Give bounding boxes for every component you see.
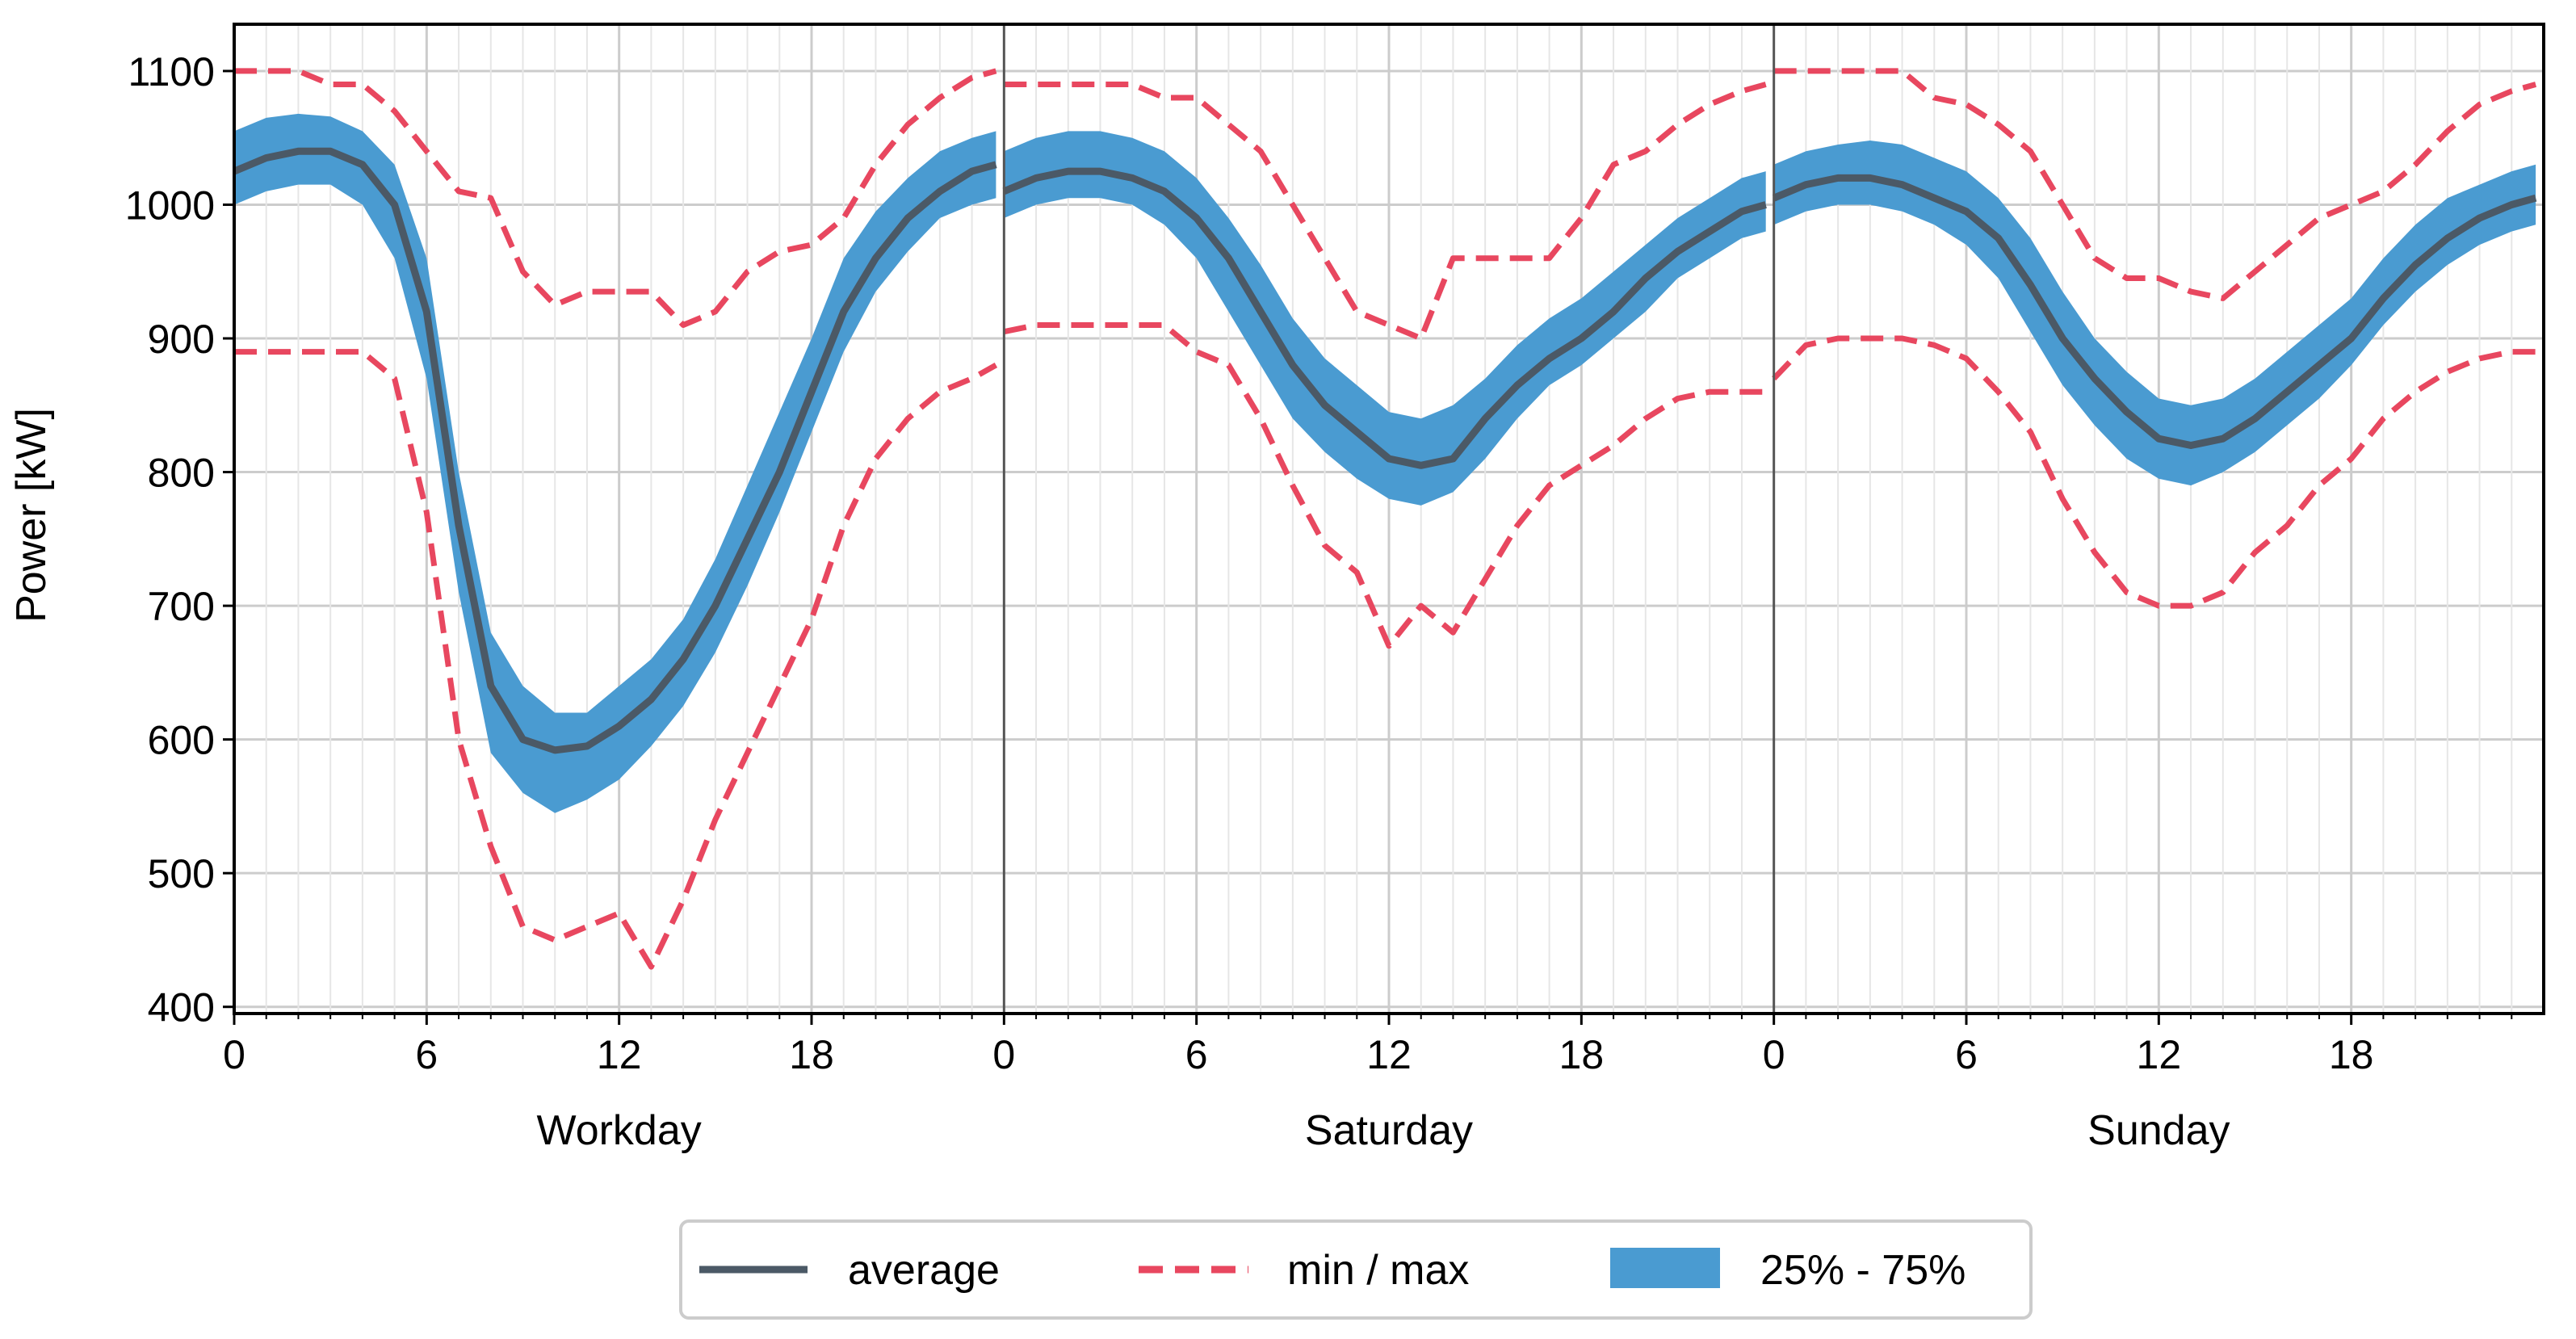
sunday-x-tick-label-12: 12 [2137, 1032, 2182, 1077]
workday-panel-label: Workday [537, 1107, 702, 1154]
sunday-x-tick-label-18: 18 [2329, 1032, 2374, 1077]
saturday-max-line [1004, 82, 1767, 342]
sunday-max-line [1773, 68, 2537, 301]
label-layer: 400 500 600 700 800 900 1000 1100 0 6 12 18 Workday 0… [125, 49, 2374, 1154]
legend-band-label: 25% - 75% [1760, 1247, 1966, 1294]
sunday-panel-label: Sunday [2087, 1107, 2230, 1154]
legend-frame [679, 1219, 2033, 1320]
workday-iqr-band [234, 113, 996, 813]
saturday-x-tick-label-18: 18 [1559, 1032, 1605, 1077]
sunday-min-line [1772, 335, 2536, 609]
y-tick-label-800: 800 [148, 451, 215, 496]
y-tick-label-600: 600 [148, 718, 215, 763]
legend-band-swatch [1610, 1248, 1720, 1288]
y-tick-label-500: 500 [148, 851, 215, 896]
sunday-x-tick-label-6: 6 [1955, 1032, 1978, 1077]
plot-frame [233, 23, 2545, 1015]
workday-average-line [233, 147, 997, 754]
sunday-x-tick-label-0: 0 [1763, 1032, 1785, 1077]
axis-layer [223, 23, 2545, 1025]
legend-average-label: average [848, 1247, 1000, 1294]
saturday-min-line [1003, 322, 1766, 649]
saturday-x-tick-label-6: 6 [1185, 1032, 1208, 1077]
y-tick-label-900: 900 [148, 317, 215, 362]
workday-x-tick-label-18: 18 [789, 1032, 834, 1077]
workday-x-tick-label-6: 6 [415, 1032, 438, 1077]
sunday-iqr-band [1773, 141, 2536, 486]
saturday-average-line [1002, 167, 1767, 469]
workday-x-tick-label-12: 12 [597, 1032, 642, 1077]
data-layer [233, 68, 2537, 970]
legend-minmax-label: min / max [1287, 1247, 1469, 1294]
y-tick-label-400: 400 [148, 985, 215, 1030]
saturday-iqr-band [1004, 131, 1766, 506]
y-tick-label-1100: 1100 [128, 49, 215, 94]
sunday-average-line [1772, 174, 2537, 449]
saturday-x-tick-label-12: 12 [1366, 1032, 1412, 1077]
workday-x-tick-label-0: 0 [223, 1032, 245, 1077]
y-axis-title: Power [kW] [8, 408, 55, 623]
saturday-x-tick-label-0: 0 [992, 1032, 1015, 1077]
y-tick-label-1000: 1000 [125, 183, 215, 228]
y-tick-label-700: 700 [148, 584, 215, 629]
legend: average min / max 25% - 75% [679, 1219, 2033, 1320]
saturday-panel-label: Saturday [1305, 1107, 1473, 1154]
